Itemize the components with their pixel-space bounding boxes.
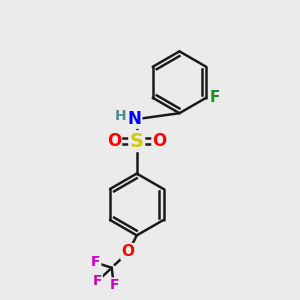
Text: O: O xyxy=(153,132,167,150)
Text: F: F xyxy=(92,274,102,288)
Text: S: S xyxy=(130,132,144,151)
Text: N: N xyxy=(128,110,142,128)
Text: H: H xyxy=(115,109,126,122)
Text: F: F xyxy=(110,278,119,292)
Text: F: F xyxy=(91,255,100,269)
Text: O: O xyxy=(122,244,134,259)
Text: F: F xyxy=(210,90,220,105)
Text: O: O xyxy=(107,132,121,150)
